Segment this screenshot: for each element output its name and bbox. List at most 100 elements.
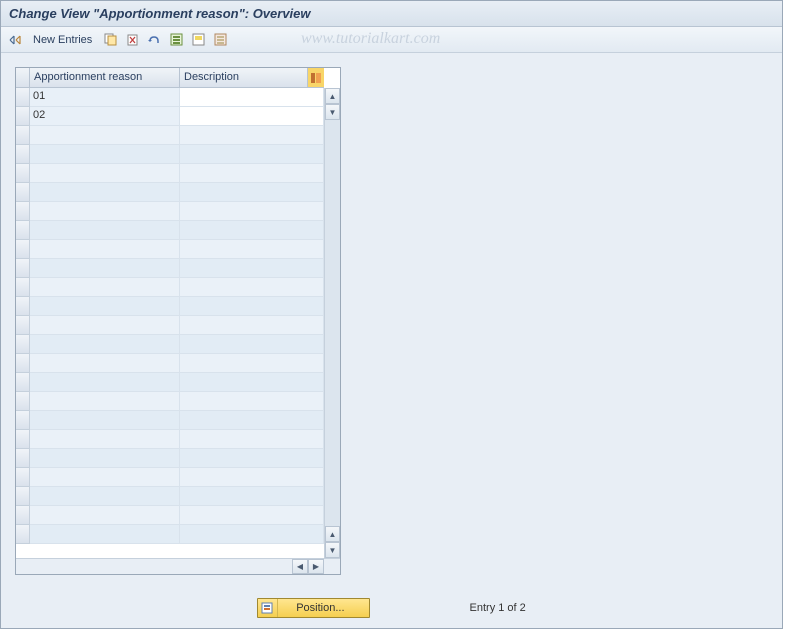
cell-description[interactable] <box>180 506 324 525</box>
cell-reason[interactable] <box>30 183 180 202</box>
row-selector[interactable] <box>16 240 30 259</box>
cell-description[interactable] <box>180 354 324 373</box>
row-selector[interactable] <box>16 354 30 373</box>
cell-description[interactable] <box>180 202 324 221</box>
cell-reason[interactable] <box>30 430 180 449</box>
row-selector[interactable] <box>16 411 30 430</box>
cell-reason[interactable] <box>30 354 180 373</box>
row-selector[interactable] <box>16 525 30 544</box>
row-selector[interactable] <box>16 468 30 487</box>
toolbar: New Entries www.tutorialkart.com <box>1 27 782 53</box>
cell-description[interactable] <box>180 278 324 297</box>
cell-description[interactable] <box>180 88 324 107</box>
row-selector[interactable] <box>16 335 30 354</box>
row-selector[interactable] <box>16 392 30 411</box>
cell-description[interactable] <box>180 221 324 240</box>
cell-reason[interactable] <box>30 506 180 525</box>
scroll-down-button[interactable]: ▼ <box>325 542 340 558</box>
cell-reason[interactable]: 01 <box>30 88 180 107</box>
cell-reason[interactable] <box>30 164 180 183</box>
table-row-empty <box>16 297 324 316</box>
row-selector[interactable] <box>16 297 30 316</box>
row-selector[interactable] <box>16 107 30 126</box>
table-row: 01 <box>16 88 324 107</box>
scroll-up-step-button[interactable]: ▲ <box>325 526 340 542</box>
cell-description[interactable] <box>180 430 324 449</box>
row-selector[interactable] <box>16 88 30 107</box>
table-settings-icon[interactable] <box>308 68 324 88</box>
cell-description[interactable] <box>180 335 324 354</box>
scroll-up-button[interactable]: ▲ <box>325 88 340 104</box>
sap-window: Change View "Apportionment reason": Over… <box>0 0 783 629</box>
cell-description[interactable] <box>180 183 324 202</box>
cell-description[interactable] <box>180 145 324 164</box>
footer-bar: Position... Entry 1 of 2 <box>1 598 782 618</box>
table-row-empty <box>16 525 324 544</box>
cell-description[interactable] <box>180 487 324 506</box>
row-selector[interactable] <box>16 259 30 278</box>
cell-description[interactable] <box>180 297 324 316</box>
scroll-right-button[interactable]: ▶ <box>308 559 324 574</box>
toggle-icon[interactable] <box>5 30 25 50</box>
cell-reason[interactable] <box>30 373 180 392</box>
cell-reason[interactable] <box>30 449 180 468</box>
cell-description[interactable] <box>180 107 324 126</box>
cell-reason[interactable] <box>30 240 180 259</box>
row-selector[interactable] <box>16 278 30 297</box>
position-button[interactable]: Position... <box>257 598 369 618</box>
cell-description[interactable] <box>180 240 324 259</box>
cell-reason[interactable] <box>30 316 180 335</box>
undo-icon[interactable] <box>144 30 164 50</box>
deselect-all-icon[interactable] <box>210 30 230 50</box>
column-header-description[interactable]: Description <box>180 68 308 88</box>
cell-reason[interactable] <box>30 411 180 430</box>
scroll-left-button[interactable]: ◀ <box>292 559 308 574</box>
row-selector[interactable] <box>16 183 30 202</box>
column-header-reason[interactable]: Apportionment reason <box>30 68 180 88</box>
cell-reason[interactable] <box>30 525 180 544</box>
cell-reason[interactable] <box>30 126 180 145</box>
row-selector[interactable] <box>16 316 30 335</box>
cell-reason[interactable] <box>30 221 180 240</box>
cell-description[interactable] <box>180 525 324 544</box>
table-row-empty <box>16 468 324 487</box>
cell-description[interactable] <box>180 316 324 335</box>
scroll-track[interactable] <box>325 120 340 526</box>
cell-reason[interactable] <box>30 297 180 316</box>
cell-reason[interactable]: 02 <box>30 107 180 126</box>
cell-reason[interactable] <box>30 392 180 411</box>
cell-description[interactable] <box>180 126 324 145</box>
select-all-header[interactable] <box>16 68 30 88</box>
new-entries-button[interactable]: New Entries <box>27 30 98 50</box>
select-all-icon[interactable] <box>166 30 186 50</box>
row-selector[interactable] <box>16 221 30 240</box>
copy-icon[interactable] <box>100 30 120 50</box>
cell-reason[interactable] <box>30 145 180 164</box>
row-selector[interactable] <box>16 506 30 525</box>
cell-reason[interactable] <box>30 487 180 506</box>
cell-description[interactable] <box>180 164 324 183</box>
cell-description[interactable] <box>180 373 324 392</box>
row-selector[interactable] <box>16 145 30 164</box>
select-block-icon[interactable] <box>188 30 208 50</box>
cell-description[interactable] <box>180 411 324 430</box>
cell-description[interactable] <box>180 259 324 278</box>
row-selector[interactable] <box>16 164 30 183</box>
cell-reason[interactable] <box>30 278 180 297</box>
row-selector[interactable] <box>16 487 30 506</box>
row-selector[interactable] <box>16 430 30 449</box>
row-selector[interactable] <box>16 202 30 221</box>
cell-description[interactable] <box>180 392 324 411</box>
cell-reason[interactable] <box>30 259 180 278</box>
cell-description[interactable] <box>180 449 324 468</box>
cell-description[interactable] <box>180 468 324 487</box>
row-selector[interactable] <box>16 373 30 392</box>
table-row-empty <box>16 183 324 202</box>
row-selector[interactable] <box>16 126 30 145</box>
cell-reason[interactable] <box>30 202 180 221</box>
cell-reason[interactable] <box>30 335 180 354</box>
row-selector[interactable] <box>16 449 30 468</box>
delete-icon[interactable] <box>122 30 142 50</box>
scroll-down-step-button[interactable]: ▼ <box>325 104 340 120</box>
cell-reason[interactable] <box>30 468 180 487</box>
